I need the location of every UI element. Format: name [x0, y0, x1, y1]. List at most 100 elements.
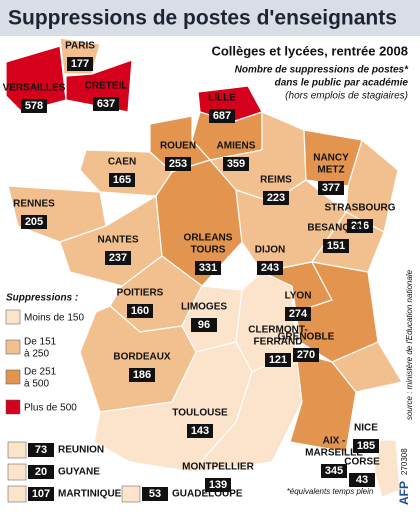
value-box [195, 261, 221, 275]
academy-value: 216 [351, 220, 369, 232]
overseas-swatch [7, 441, 27, 459]
academy-value: 151 [327, 240, 345, 252]
date: 270308 [400, 448, 409, 475]
overseas-swatch [121, 485, 141, 503]
legend-label: à 250 [24, 349, 49, 360]
labels: PARIS 177 VERSAILLES 578 CRETEIL 637 LILLE 687 A… [3, 41, 396, 492]
value-box [265, 353, 291, 367]
academy-name: BESANÇON [307, 223, 364, 234]
academy-value: 274 [289, 308, 308, 320]
academy-value: 205 [25, 216, 43, 228]
academy-value: 143 [191, 425, 209, 437]
description: dans le public par académie [275, 78, 409, 89]
credit: AFP [397, 481, 411, 505]
overseas-value: 53 [149, 488, 161, 500]
value-box [129, 368, 155, 382]
value-box [93, 97, 119, 111]
academy-name: MONTPELLIER [182, 462, 254, 473]
legend-label: De 151 [24, 337, 57, 348]
value-box [318, 181, 344, 195]
region [331, 341, 403, 393]
academy-value: 165 [113, 174, 131, 186]
academy-value: 359 [227, 158, 245, 170]
value-box [165, 157, 191, 171]
value-box [347, 219, 373, 233]
academy-value: 637 [97, 98, 115, 110]
academy-name: ROUEN [160, 141, 196, 152]
value-box [321, 464, 347, 478]
academy-value: 43 [356, 474, 368, 486]
academy-value: 177 [71, 58, 89, 70]
legend-label: De 251 [24, 367, 57, 378]
academy-value: 139 [209, 479, 227, 491]
academy-value: 243 [261, 262, 279, 274]
academy-value: 687 [213, 110, 231, 122]
value-box [263, 191, 289, 205]
overseas-value: 107 [32, 488, 50, 500]
academy-name: MARSEILLE [305, 448, 363, 459]
value-box [205, 478, 231, 492]
value-box [21, 99, 47, 113]
value-box [223, 157, 249, 171]
academy-value: 223 [267, 192, 285, 204]
academy-name: ORLEANS [184, 233, 233, 244]
academy-name: POITIERS [117, 288, 164, 299]
description: Nombre de suppressions de postes* [235, 65, 409, 76]
academy-value: 578 [25, 100, 43, 112]
value-box [127, 304, 153, 318]
academy-name: DIJON [255, 245, 286, 256]
subtitle: Collèges et lycées, rentrée 2008 [211, 43, 408, 58]
academy-name: BORDEAUX [113, 352, 171, 363]
region [373, 439, 401, 498]
value-box [293, 348, 319, 362]
academy-value: 160 [131, 305, 149, 317]
academy-name: NICE [354, 423, 378, 434]
academy-name: STRASBOURG [324, 203, 395, 214]
academy-value: 270 [297, 349, 315, 361]
overseas-value: 20 [35, 466, 47, 478]
overseas-name: GUYANE [58, 467, 100, 478]
overseas-value: 73 [35, 444, 47, 456]
academy-value: 185 [357, 440, 375, 452]
source: source : ministère de l'Education nation… [405, 269, 414, 420]
academy-name: TOULOUSE [172, 408, 228, 419]
value-box [109, 173, 135, 187]
overseas-swatch [7, 485, 27, 503]
value-box [187, 424, 213, 438]
academy-name: CRETEIL [85, 81, 128, 92]
value-box [353, 439, 379, 453]
legend-label: Moins de 150 [24, 313, 84, 324]
academy-value: 237 [109, 252, 127, 264]
academy-value: 377 [322, 182, 340, 194]
description: (hors emplois de stagiaires) [285, 91, 408, 102]
value-box [21, 215, 47, 229]
value-box [67, 57, 93, 71]
academy-name: METZ [317, 165, 344, 176]
footnote: *équivalents temps plein [287, 487, 374, 496]
academy-name: REIMS [260, 175, 292, 186]
value-box [28, 487, 54, 501]
academy-name: LIMOGES [181, 302, 227, 313]
academy-name: VERSAILLES [3, 83, 66, 94]
legend-swatch [5, 399, 21, 415]
value-box [257, 261, 283, 275]
legend-swatch [5, 339, 21, 355]
academy-name: CAEN [108, 157, 136, 168]
academy-name: CORSE [344, 457, 380, 468]
legend-swatch [5, 309, 21, 325]
value-box [28, 443, 54, 457]
academy-name: AMIENS [217, 141, 256, 152]
overseas: 73 REUNION 20 GUYANE 107 MARTINIQUE 53 GUADELOU… [7, 441, 243, 503]
value-box [142, 487, 168, 501]
overseas-name: MARTINIQUE [58, 489, 122, 500]
academy-value: 186 [133, 369, 151, 381]
academy-name: CLERMONT- [248, 325, 307, 336]
academy-name: NANTES [97, 235, 138, 246]
value-box [285, 307, 311, 321]
academy-name: AIX - [323, 436, 346, 447]
academy-name: LILLE [208, 93, 236, 104]
value-box [349, 473, 375, 487]
academy-value: 121 [269, 354, 287, 366]
